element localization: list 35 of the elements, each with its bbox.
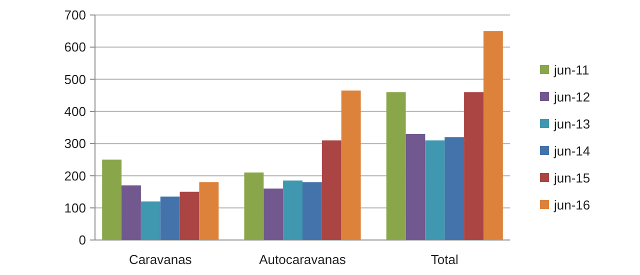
- legend-label: jun-14: [553, 144, 590, 159]
- legend-label: jun-16: [553, 198, 590, 213]
- y-tick-label: 400: [64, 104, 86, 119]
- legend-label: jun-12: [553, 90, 590, 105]
- bar: [122, 185, 141, 240]
- bar: [140, 201, 160, 240]
- y-tick-label: 700: [64, 8, 86, 23]
- bar: [322, 140, 342, 240]
- bar: [302, 182, 322, 240]
- bar: [425, 140, 445, 240]
- y-tick-label: 300: [64, 136, 86, 152]
- y-tick-label: 500: [64, 72, 86, 87]
- legend-label: jun-15: [553, 170, 590, 186]
- bar: [160, 196, 180, 240]
- bar: [180, 192, 200, 240]
- bar: [341, 90, 361, 240]
- legend-label: jun-13: [553, 116, 590, 132]
- bar: [406, 134, 426, 240]
- bar: [244, 172, 264, 240]
- y-tick-label: 600: [64, 40, 86, 55]
- bar: [464, 92, 484, 240]
- bar: [199, 182, 219, 240]
- bar: [102, 160, 122, 240]
- y-tick-label: 100: [64, 200, 86, 216]
- y-tick-label: 0: [78, 232, 86, 248]
- x-tick-label: Total: [430, 252, 458, 267]
- bar: [483, 31, 503, 240]
- bar: [283, 180, 302, 240]
- x-tick-label: Caravanas: [128, 252, 192, 267]
- bar: [386, 92, 406, 240]
- x-tick-label: Autocaravanas: [259, 252, 346, 267]
- y-tick-label: 200: [64, 168, 86, 184]
- bar: [444, 137, 464, 240]
- bar: [264, 188, 284, 240]
- legend-label: jun-11: [553, 62, 590, 78]
